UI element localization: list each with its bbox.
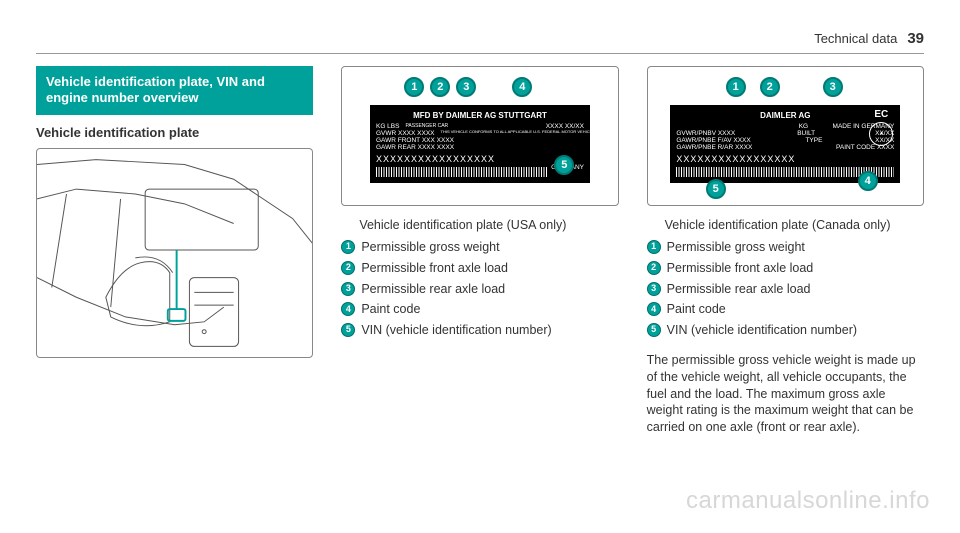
usa-plate-illustration: MFD BY DAIMLER AG STUTTGART KG LBSPASSEN…	[341, 66, 618, 206]
callout-1: 1	[404, 77, 424, 97]
bullet-5: 5	[647, 323, 661, 337]
section-heading: Vehicle identification plate, VIN and en…	[36, 66, 313, 115]
plate-barcode	[376, 167, 547, 177]
callout-2: 2	[760, 77, 780, 97]
bullet-4: 4	[647, 302, 661, 316]
page-header: Technical data 39	[36, 30, 924, 54]
canada-legend: 1Permissible gross weight 2Permissible f…	[647, 238, 924, 340]
ec-stamp: EC ★	[866, 109, 896, 146]
canada-plate-illustration: EC ★ DAIMLER AG KGMADE IN GERMANY GVWR/P…	[647, 66, 924, 206]
watermark: carmanualsonline.info	[686, 487, 930, 515]
column-3: EC ★ DAIMLER AG KGMADE IN GERMANY GVWR/P…	[647, 66, 924, 436]
callout-2: 2	[430, 77, 450, 97]
plate-manufacturer: MFD BY DAIMLER AG STUTTGART	[376, 111, 584, 120]
bullet-2: 2	[341, 261, 355, 275]
usa-caption: Vehicle identification plate (USA only)	[359, 218, 618, 232]
page-number: 39	[907, 30, 924, 47]
callout-3: 3	[456, 77, 476, 97]
usa-legend: 1Permissible gross weight 2Permissible f…	[341, 238, 618, 340]
callout-4: 4	[512, 77, 532, 97]
page: Technical data 39 Vehicle identification…	[0, 0, 960, 436]
sub-heading: Vehicle identification plate	[36, 125, 313, 140]
callout-3: 3	[823, 77, 843, 97]
callout-1: 1	[726, 77, 746, 97]
bullet-3: 3	[647, 282, 661, 296]
column-1: Vehicle identification plate, VIN and en…	[36, 66, 313, 436]
callout-5: 5	[706, 179, 726, 199]
columns: Vehicle identification plate, VIN and en…	[36, 66, 924, 436]
explanatory-paragraph: The permissible gross vehicle weight is …	[647, 352, 924, 436]
bullet-3: 3	[341, 282, 355, 296]
bullet-1: 1	[647, 240, 661, 254]
callout-4: 4	[858, 171, 878, 191]
plate-manufacturer: DAIMLER AG	[676, 111, 894, 120]
bullet-1: 1	[341, 240, 355, 254]
car-line-drawing	[37, 149, 312, 357]
column-2: MFD BY DAIMLER AG STUTTGART KG LBSPASSEN…	[341, 66, 618, 436]
bullet-5: 5	[341, 323, 355, 337]
section-label: Technical data	[814, 31, 897, 46]
canada-caption: Vehicle identification plate (Canada onl…	[665, 218, 924, 232]
plate-vin: XXXXXXXXXXXXXXXXX	[676, 154, 894, 164]
plate-vin: XXXXXXXXXXXXXXXXX	[376, 154, 584, 164]
vehicle-interior-illustration	[36, 148, 313, 358]
bullet-4: 4	[341, 302, 355, 316]
bullet-2: 2	[647, 261, 661, 275]
